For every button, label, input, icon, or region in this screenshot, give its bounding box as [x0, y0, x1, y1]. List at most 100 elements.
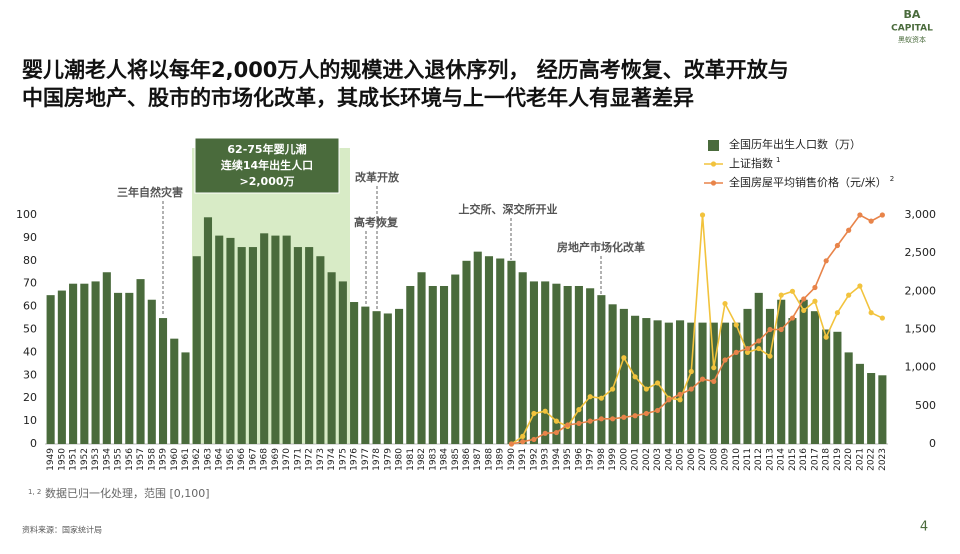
y-tick-label: 10: [23, 414, 37, 427]
x-tick-label: 2013: [765, 448, 775, 471]
x-tick-label: 1983: [428, 448, 438, 471]
x-tick-label: 1975: [338, 448, 348, 471]
bar: [574, 285, 583, 444]
x-tick-label: 2005: [676, 448, 686, 471]
x-tick-label: 1952: [80, 448, 90, 471]
x-tick-label: 1964: [215, 448, 225, 471]
bar: [192, 256, 201, 444]
x-tick-label: 1992: [529, 448, 539, 471]
x-tick-label: 1966: [237, 448, 247, 471]
bar: [563, 285, 572, 444]
x-tick-label: 1976: [350, 448, 360, 471]
point: [857, 212, 863, 218]
bar: [327, 272, 336, 444]
point: [531, 410, 537, 417]
point: [632, 374, 638, 380]
point: [654, 380, 661, 386]
bar: [878, 375, 887, 444]
logo-text: CAPITAL: [891, 24, 933, 34]
x-tick-label: 2019: [833, 448, 843, 471]
point: [722, 357, 728, 363]
bar: [226, 237, 235, 444]
point: [587, 418, 593, 424]
bar: [720, 322, 730, 444]
bar: [788, 318, 797, 444]
bar: [462, 260, 471, 444]
annotation: 高考恢复: [354, 215, 399, 229]
bar: [507, 260, 516, 444]
source: 资料来源：国家统计局: [22, 525, 102, 535]
x-tick-label: 1995: [563, 448, 573, 471]
point: [834, 242, 841, 249]
x-tick-label: 2022: [867, 448, 877, 471]
point: [711, 378, 717, 385]
point: [553, 418, 560, 424]
bar: [687, 322, 696, 444]
x-tick-label: 1987: [473, 448, 483, 471]
y-tick-label: 0: [30, 437, 37, 450]
line: [511, 213, 883, 445]
x-tick-label: 1989: [496, 448, 506, 471]
x-tick-label: 1978: [372, 448, 382, 471]
point: [711, 365, 717, 371]
point: [778, 292, 784, 298]
y2-tick-label: 0: [929, 437, 936, 450]
bar: [248, 247, 257, 444]
bar: [822, 329, 831, 444]
x-tick-label: 1991: [518, 448, 528, 471]
x-tick-label: 1962: [192, 448, 202, 471]
bar: [473, 251, 482, 444]
point: [789, 315, 796, 321]
point: [610, 416, 616, 422]
x-tick-label: 2007: [698, 448, 708, 471]
x-tick-label: 2021: [855, 448, 865, 471]
x-tick-label: 1970: [282, 448, 292, 471]
legend-text: 全国房屋平均销售价格（元/米）: [729, 175, 887, 189]
footnote-mark: 1, 2: [28, 488, 41, 496]
point: [598, 395, 604, 401]
bar: [406, 285, 415, 444]
bar: [125, 292, 134, 444]
bar: [844, 352, 853, 444]
x-tick-label: 1955: [114, 448, 124, 471]
x-tick-label: 1968: [260, 448, 270, 471]
point: [643, 410, 649, 417]
title: 婴儿潮老人将以每年2,000万人的规模进入退休序列， 经历高考恢复、改革开放与: [22, 58, 789, 82]
annotation: 62-75年婴儿潮: [227, 142, 306, 156]
x-tick-label: 2009: [721, 448, 731, 471]
x-tick-label: 1981: [406, 448, 416, 471]
x-tick-label: 1979: [383, 448, 393, 471]
bar: [765, 308, 775, 444]
bar: [293, 247, 302, 444]
bar: [451, 274, 460, 444]
x-tick-label: 1997: [586, 448, 596, 471]
page-number: 4: [920, 520, 928, 535]
bar: [170, 338, 179, 444]
x-tick-label: 2020: [844, 448, 854, 471]
footnote: 数据已归一化处理，范围 [0,100]: [45, 486, 210, 500]
x-tick-label: 1977: [361, 448, 371, 471]
x-tick-label: 1994: [552, 448, 562, 471]
x-tick-label: 1965: [226, 448, 236, 471]
bar: [619, 308, 628, 444]
point: [643, 386, 649, 392]
x-tick-label: 1973: [316, 448, 326, 471]
x-tick-label: 1971: [293, 448, 303, 471]
x-tick-label: 1969: [271, 448, 281, 471]
annotation: 改革开放: [355, 170, 400, 184]
legend-text: 上证指数: [729, 156, 773, 170]
x-tick-label: 1984: [440, 448, 450, 471]
legend-note: 1: [776, 156, 780, 164]
point: [621, 414, 627, 420]
legend-swatch: [708, 140, 719, 151]
bar: [642, 318, 651, 444]
x-tick-label: 1958: [147, 448, 157, 471]
x-tick-label: 1959: [159, 448, 169, 471]
bar: [215, 235, 224, 444]
point: [789, 288, 796, 294]
point: [542, 430, 548, 436]
point: [733, 349, 739, 355]
bar: [80, 283, 89, 444]
bar: [383, 313, 392, 444]
